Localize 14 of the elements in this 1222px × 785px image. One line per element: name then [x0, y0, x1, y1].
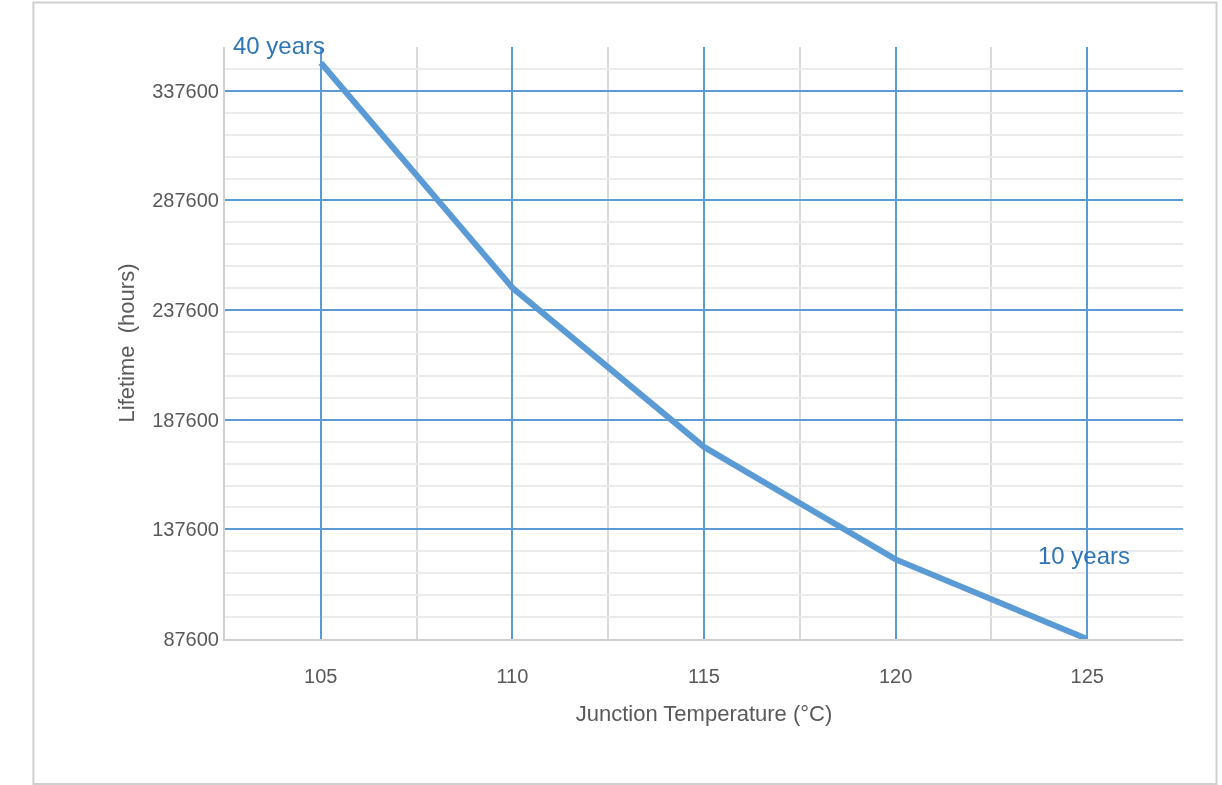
y-tick-label: 87600 — [163, 628, 219, 650]
y-tick-label: 137600 — [152, 518, 219, 541]
y-axis-title: Lifetime (hours) — [113, 263, 139, 423]
annotation: 40 years — [233, 32, 326, 59]
x-tick-label: 110 — [496, 665, 529, 687]
x-tick-label: 125 — [1070, 665, 1104, 687]
x-tick-label: 115 — [688, 665, 720, 687]
y-tick-label: 337600 — [152, 79, 219, 102]
x-tick-label: 120 — [878, 665, 913, 687]
y-tick-label: 287600 — [152, 189, 219, 212]
y-tick-label: 187600 — [152, 408, 219, 431]
x-tick-label: 105 — [304, 665, 338, 687]
y-tick-label: 237600 — [152, 299, 219, 322]
x-axis-title: Junction Temperature (°C) — [575, 701, 833, 727]
